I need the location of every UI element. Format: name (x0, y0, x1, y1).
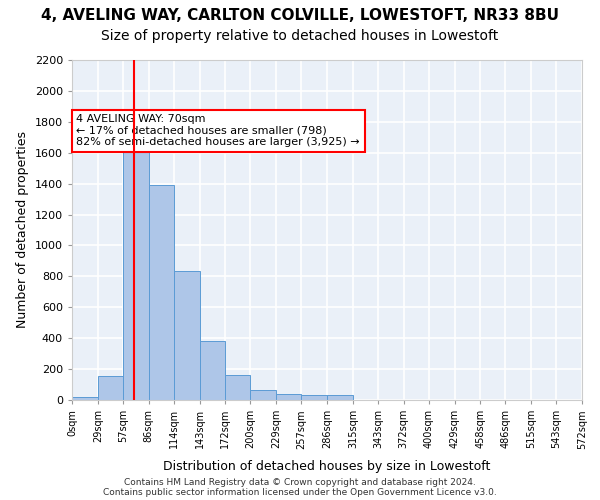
Bar (199, 340, 226, 400)
Text: Contains HM Land Registry data © Crown copyright and database right 2024.: Contains HM Land Registry data © Crown c… (124, 478, 476, 487)
Bar (72, 397, 98, 400)
Text: Size of property relative to detached houses in Lowestoft: Size of property relative to detached ho… (101, 29, 499, 43)
Y-axis label: Number of detached properties: Number of detached properties (16, 132, 29, 328)
Text: 4, AVELING WAY, CARLTON COLVILLE, LOWESTOFT, NR33 8BU: 4, AVELING WAY, CARLTON COLVILLE, LOWEST… (41, 8, 559, 23)
X-axis label: Distribution of detached houses by size in Lowestoft: Distribution of detached houses by size … (163, 460, 491, 472)
Bar (327, 396, 353, 400)
Bar (173, 271, 199, 400)
Bar (250, 390, 276, 400)
Bar (276, 394, 301, 400)
Bar (123, 136, 149, 400)
Bar (226, 374, 250, 400)
Text: 4 AVELING WAY: 70sqm
← 17% of detached houses are smaller (798)
82% of semi-deta: 4 AVELING WAY: 70sqm ← 17% of detached h… (76, 114, 360, 148)
Bar (98, 376, 123, 400)
Bar (149, 185, 173, 400)
Bar (301, 396, 327, 400)
Text: Contains public sector information licensed under the Open Government Licence v3: Contains public sector information licen… (103, 488, 497, 497)
